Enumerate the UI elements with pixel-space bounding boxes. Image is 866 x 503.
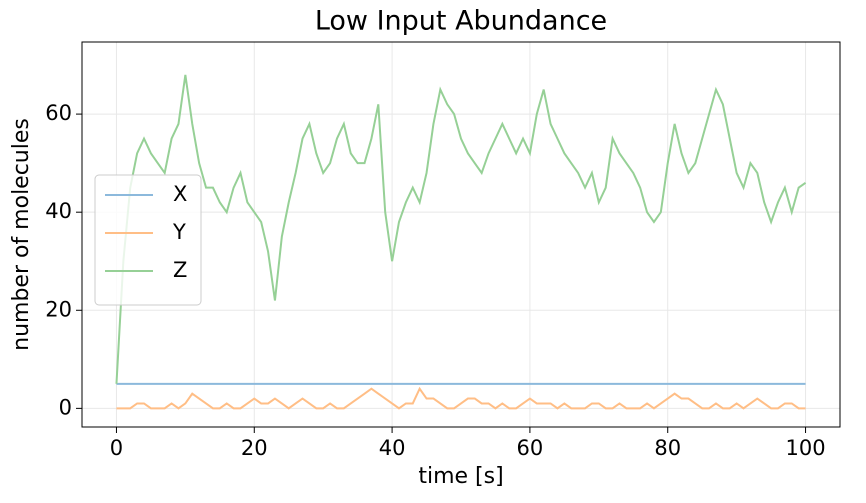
chart-title: Low Input Abundance [315, 6, 607, 37]
y-tick-label: 60 [45, 101, 72, 125]
x-tick-label: 20 [241, 436, 268, 460]
series-line [115, 74, 807, 384]
x-tick-label: 60 [517, 436, 544, 460]
plot-frame [81, 41, 841, 428]
x-axis-label: time [s] [418, 464, 503, 489]
x-tick-label: 40 [379, 436, 406, 460]
legend-label: X [173, 182, 187, 206]
y-tick-label: 20 [45, 297, 72, 321]
legend-label: Y [172, 220, 186, 244]
legend-label: Z [173, 258, 187, 282]
y-axis-label: number of molecules [9, 118, 34, 351]
legend-box [94, 174, 202, 306]
y-tick-label: 40 [45, 199, 72, 223]
x-tick-label: 80 [654, 436, 681, 460]
series-line [116, 386, 806, 410]
x-tick-label: 0 [110, 436, 123, 460]
y-tick-label: 0 [59, 395, 72, 419]
x-tick-label: 100 [785, 436, 825, 460]
